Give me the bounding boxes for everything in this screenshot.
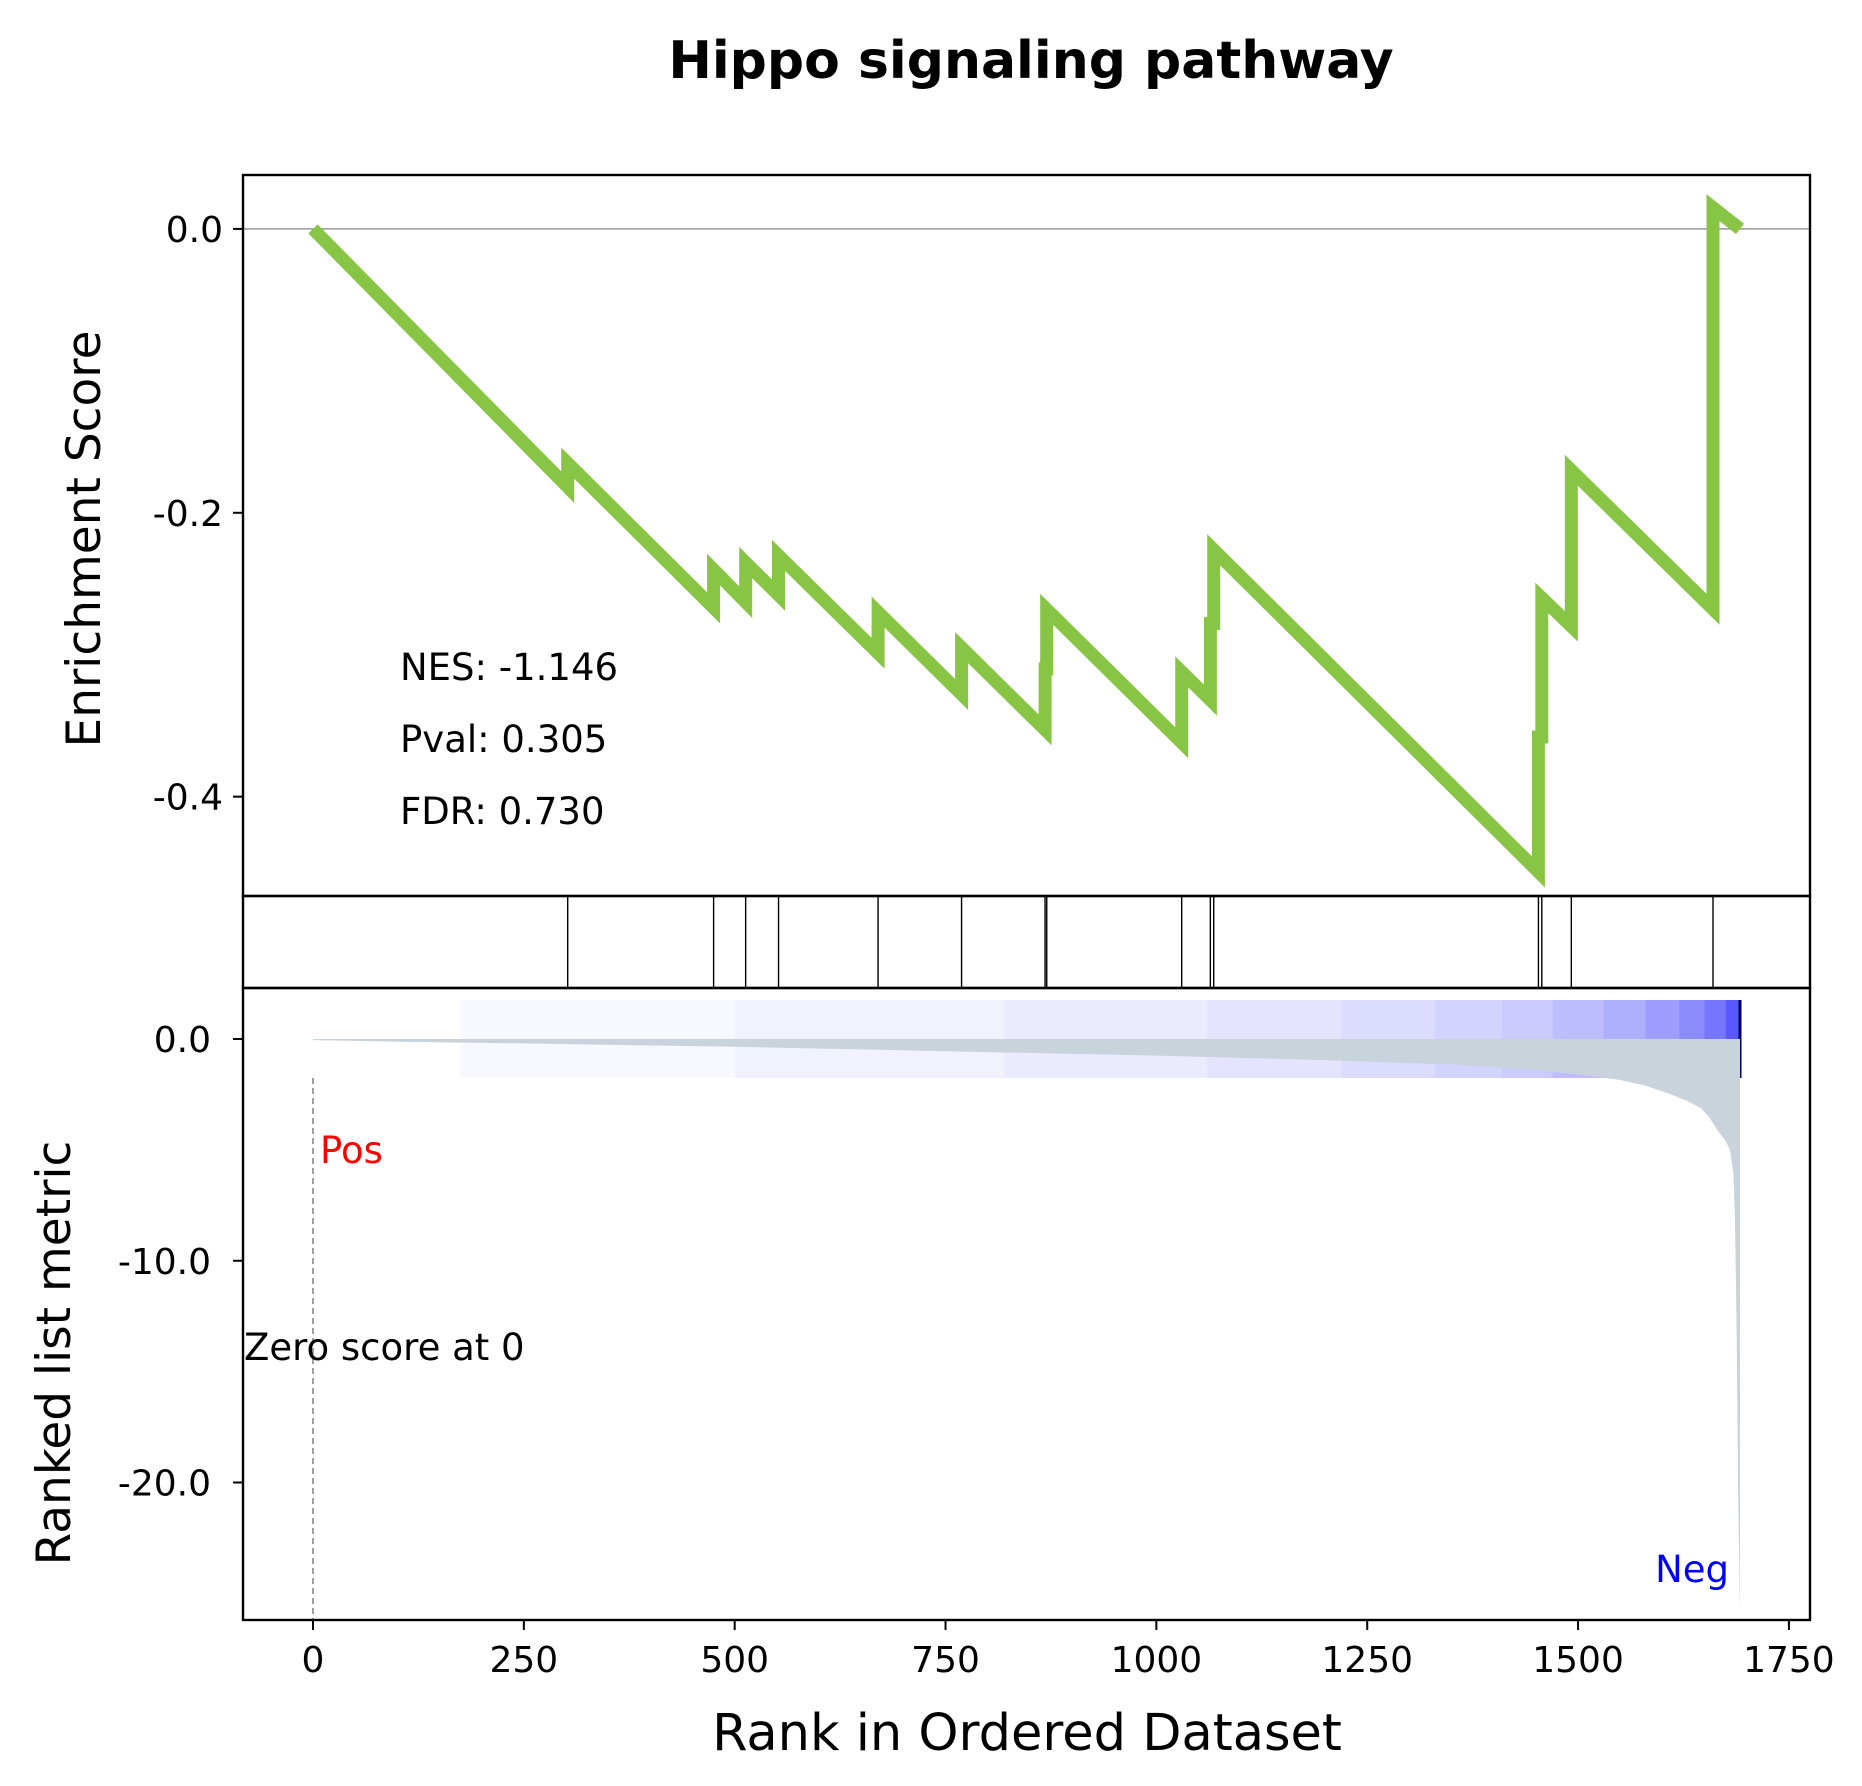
es-ytick-label: 0.0 bbox=[166, 210, 223, 251]
rm-ytick-label: -10.0 bbox=[118, 1242, 211, 1283]
hits-panel bbox=[241, 894, 1812, 990]
x-tick-label: 250 bbox=[489, 1640, 558, 1681]
ranked-panel: Zero score at 0 Pos Neg 0.0 -10.0 -20.0 Ra… bbox=[27, 986, 1812, 1622]
hit-lines bbox=[567, 896, 1714, 988]
hits-frame bbox=[241, 894, 1812, 990]
es-yticks: 0.0 -0.2 -0.4 bbox=[153, 210, 243, 819]
es-ylabel: Enrichment Score bbox=[57, 331, 112, 748]
nes-text: NES: -1.146 bbox=[400, 646, 618, 689]
x-tick-label: 1750 bbox=[1743, 1640, 1835, 1681]
x-tick-label: 1500 bbox=[1532, 1640, 1624, 1681]
zero-score-label: Zero score at 0 bbox=[244, 1326, 525, 1369]
rm-ytick-label: 0.0 bbox=[154, 1020, 211, 1061]
es-ytick-label: -0.2 bbox=[153, 494, 223, 535]
x-tick-label: 750 bbox=[911, 1640, 980, 1681]
pval-text: Pval: 0.305 bbox=[400, 718, 607, 761]
enrichment-panel: 0.0 -0.2 -0.4 Enrichment Score NES: -1.146… bbox=[57, 173, 1812, 898]
x-axis: 0 250 500 750 1000 1250 1500 1750 bbox=[302, 1620, 1835, 1681]
rm-yticks: 0.0 -10.0 -20.0 bbox=[118, 1020, 243, 1505]
pos-label: Pos bbox=[320, 1129, 383, 1172]
rm-ytick-label: -20.0 bbox=[118, 1464, 211, 1505]
metric-area bbox=[313, 1039, 1740, 1616]
chart-title: Hippo signaling pathway bbox=[668, 31, 1393, 91]
x-tick-label: 1250 bbox=[1321, 1640, 1413, 1681]
x-axis-label: Rank in Ordered Dataset bbox=[712, 1704, 1342, 1763]
x-tick-label: 0 bbox=[302, 1640, 325, 1681]
rm-frame bbox=[241, 986, 1812, 1622]
fdr-text: FDR: 0.730 bbox=[400, 790, 605, 833]
x-tick-label: 1000 bbox=[1111, 1640, 1203, 1681]
neg-label: Neg bbox=[1655, 1548, 1729, 1591]
es-line bbox=[308, 194, 1745, 888]
x-tick-label: 500 bbox=[700, 1640, 769, 1681]
rm-ylabel: Ranked list metric bbox=[27, 1141, 82, 1566]
es-ytick-label: -0.4 bbox=[153, 778, 223, 819]
